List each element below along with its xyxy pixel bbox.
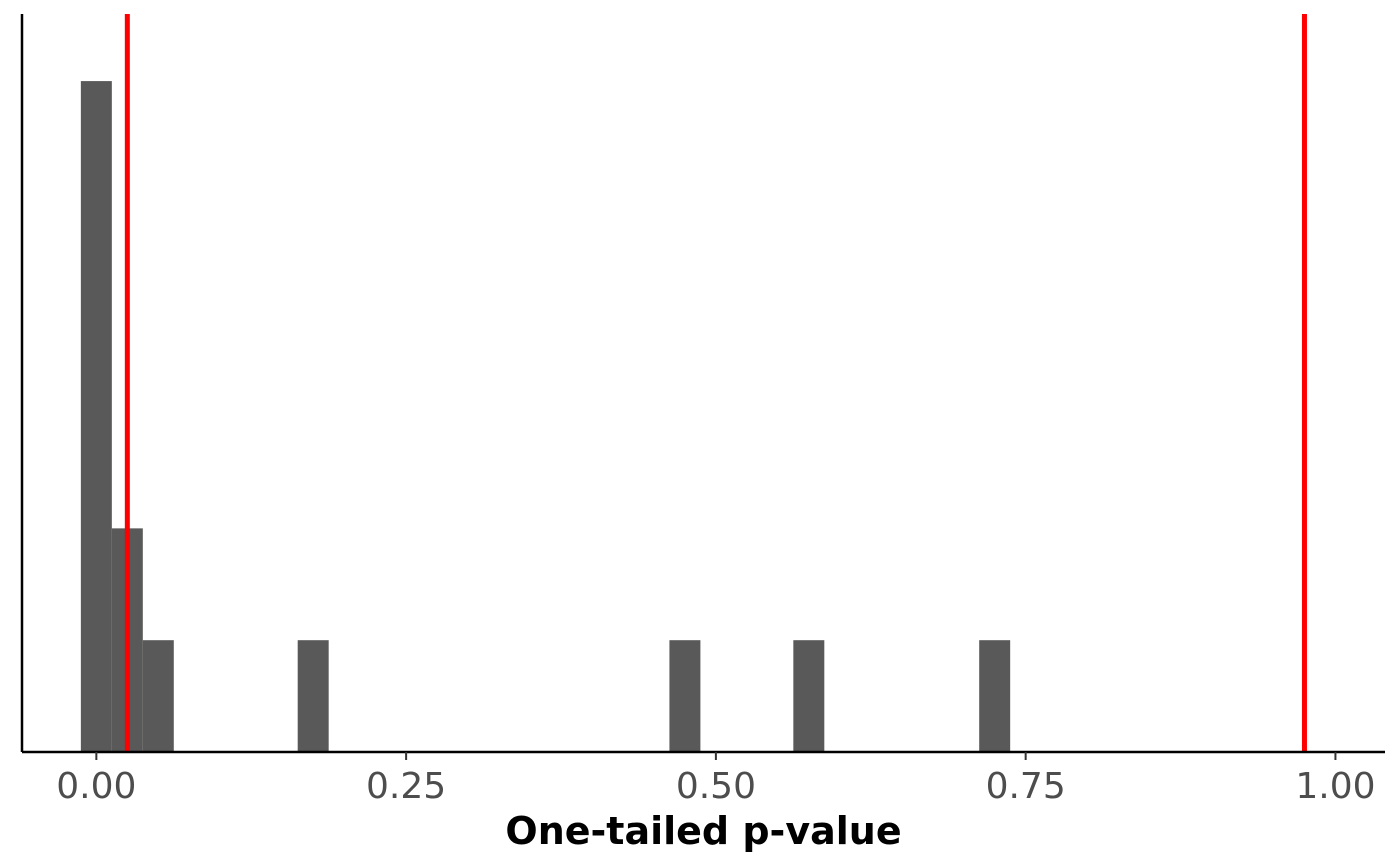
x-tick-label-4: 1.00: [1295, 766, 1375, 807]
reference-lines-layer: [124, 14, 1307, 752]
x-ticks-layer: 0.00 0.25 0.50 0.75 1.00: [56, 752, 1376, 807]
x-tick-label-3: 0.75: [986, 766, 1066, 807]
x-tick-label-0: 0.00: [56, 766, 136, 807]
histogram-bar-3: [297, 640, 329, 752]
x-tick-label-2: 0.50: [676, 766, 756, 807]
x-tick-label-1: 0.25: [366, 766, 446, 807]
histogram-bar-5: [793, 640, 825, 752]
bars-layer: [80, 81, 1011, 752]
histogram-bar-2: [142, 640, 174, 752]
histogram-bar-0: [80, 81, 112, 752]
histogram-bar-4: [669, 640, 701, 752]
histogram-bar-6: [979, 640, 1011, 752]
x-axis-title: One-tailed p-value: [505, 809, 901, 853]
